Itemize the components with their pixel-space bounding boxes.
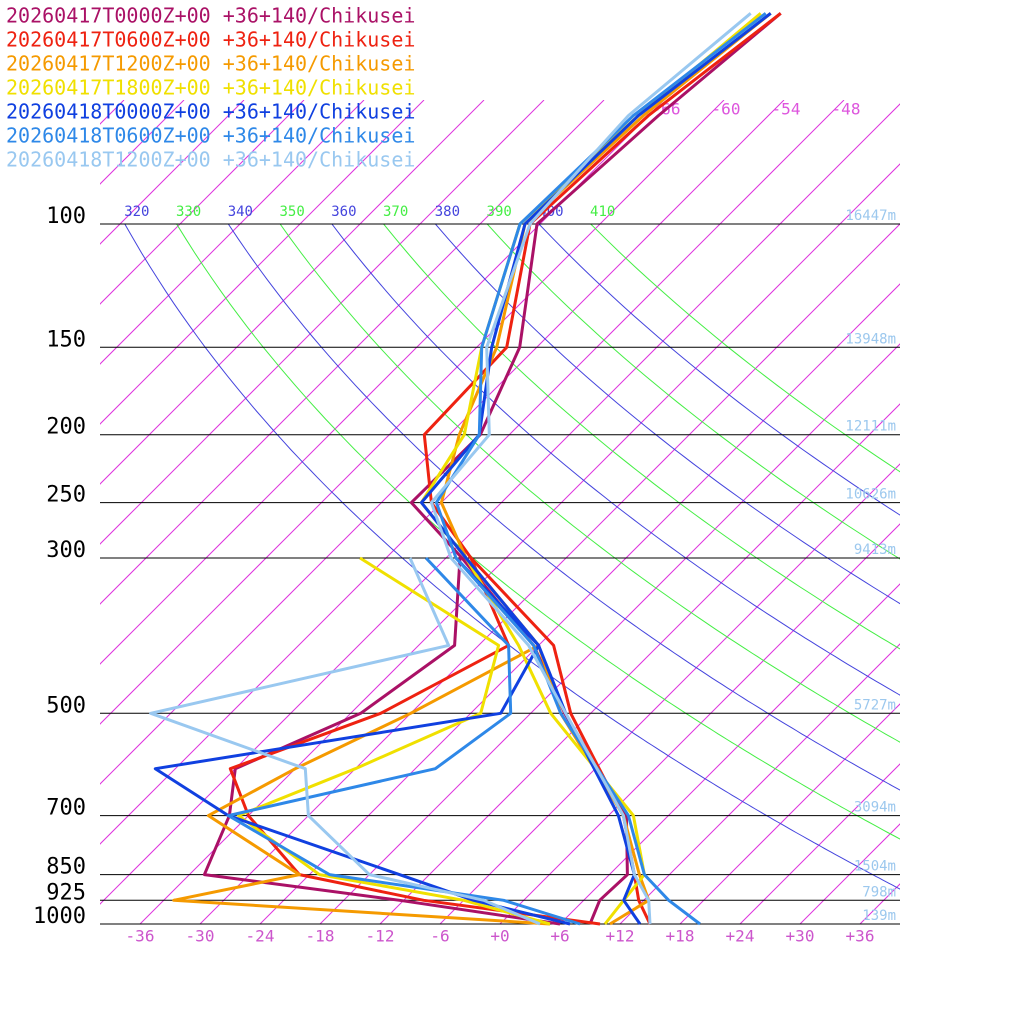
x-tick-label: +0 xyxy=(490,927,509,946)
dewpoint-line xyxy=(236,556,551,926)
height-label: 9413m xyxy=(854,542,896,558)
pressure-label: 500 xyxy=(46,693,86,718)
legend-entry: 20260418T0000Z+00 +36+140/Chikusei xyxy=(6,100,415,124)
isotherm xyxy=(379,403,900,924)
isotherm xyxy=(439,463,900,924)
height-label: 3094m xyxy=(854,800,896,816)
isotherm xyxy=(100,100,545,545)
legend-entry: 20260417T0000Z+00 +36+140/Chikusei xyxy=(6,4,415,28)
dry-adiabat xyxy=(486,224,900,560)
pressure-label: 250 xyxy=(46,483,86,508)
isotherm-label: -60 xyxy=(712,100,741,119)
height-label: 12111m xyxy=(845,419,896,435)
isotherm xyxy=(100,100,725,725)
isotherms xyxy=(100,100,900,924)
x-tick-label: +36 xyxy=(846,927,875,946)
isotherm xyxy=(100,100,425,425)
isotherm xyxy=(100,100,845,845)
x-tick-label: -36 xyxy=(126,927,155,946)
x-tick-label: -24 xyxy=(246,927,275,946)
theta-label: 370 xyxy=(383,204,408,220)
x-tick-label: -30 xyxy=(186,927,215,946)
dewpoint-line xyxy=(202,557,561,926)
pressure-label: 700 xyxy=(46,796,86,821)
dry-adiabat xyxy=(176,224,900,840)
legend: 20260417T0000Z+00 +36+140/Chikusei202604… xyxy=(6,4,415,172)
isotherm xyxy=(259,283,900,924)
temperature-line xyxy=(409,12,782,925)
theta-label: 330 xyxy=(176,204,201,220)
isotherm xyxy=(319,343,900,924)
legend-entry: 20260418T1200Z+00 +36+140/Chikusei xyxy=(6,148,415,172)
dry-adiabat xyxy=(382,224,900,650)
isotherm xyxy=(679,703,900,924)
isotherm xyxy=(100,100,365,365)
x-tick-label: +24 xyxy=(726,927,755,946)
temperature-line xyxy=(434,12,767,926)
dry-adiabat xyxy=(538,224,900,516)
theta-label: 350 xyxy=(279,204,304,220)
isotherm xyxy=(559,583,900,924)
x-tick-label: +18 xyxy=(666,927,695,946)
pressure-label: 100 xyxy=(46,204,86,229)
height-label: 16447m xyxy=(845,208,896,224)
x-tick-label: -6 xyxy=(430,927,449,946)
dry-adiabat xyxy=(279,224,900,743)
theta-label: 390 xyxy=(487,204,512,220)
isotherm xyxy=(499,523,900,924)
theta-label: 320 xyxy=(124,204,149,220)
legend-entry: 20260417T1200Z+00 +36+140/Chikusei xyxy=(6,52,415,76)
height-label: 139m xyxy=(862,908,896,924)
height-label: 10626m xyxy=(845,487,896,503)
dry-adiabat xyxy=(434,224,900,605)
isotherm xyxy=(100,100,245,245)
height-label: 5727m xyxy=(854,697,896,713)
pressure-label: 850 xyxy=(46,855,86,880)
legend-entry: 20260418T0600Z+00 +36+140/Chikusei xyxy=(6,124,415,148)
isotherm xyxy=(199,223,900,924)
dewpoint-line xyxy=(226,556,581,926)
dry-adiabat xyxy=(331,224,900,696)
isotherm xyxy=(100,103,900,905)
temperature-line xyxy=(419,12,762,925)
height-label: 798m xyxy=(862,884,896,900)
height-label: 13948m xyxy=(845,331,896,347)
pressure-label: 925 xyxy=(46,880,86,905)
x-tick-label: -12 xyxy=(366,927,395,946)
dry-adiabat xyxy=(589,224,900,473)
isotherm-label: -48 xyxy=(832,100,861,119)
dewpoint-line xyxy=(172,557,551,926)
pressure-label: 1000 xyxy=(33,904,86,929)
isotherm xyxy=(619,643,900,924)
theta-label: 360 xyxy=(331,204,356,220)
pressure-label: 150 xyxy=(46,327,86,352)
x-tick-label: +6 xyxy=(550,927,569,946)
height-label: 1504m xyxy=(854,859,896,875)
dewpoint-line xyxy=(149,557,541,926)
pressure-label: 200 xyxy=(46,415,86,440)
dewpoint-line xyxy=(228,557,601,926)
isotherm xyxy=(739,763,900,924)
x-tick-label: -18 xyxy=(306,927,335,946)
isotherm xyxy=(139,163,900,924)
theta-label: 410 xyxy=(590,204,615,220)
x-tick-label: +30 xyxy=(786,927,815,946)
legend-entry: 20260417T0600Z+00 +36+140/Chikusei xyxy=(6,28,415,52)
isotherm xyxy=(100,100,785,785)
isotherm xyxy=(100,100,605,605)
isotherm xyxy=(100,100,485,485)
isotherm xyxy=(100,100,305,305)
isotherm-label: -54 xyxy=(772,100,801,119)
pressure-label: 300 xyxy=(46,538,86,563)
profiles xyxy=(149,12,782,926)
dry-adiabat xyxy=(227,224,900,791)
x-tick-label: +12 xyxy=(606,927,635,946)
theta-label: 340 xyxy=(228,204,253,220)
legend-entry: 20260417T1800Z+00 +36+140/Chikusei xyxy=(6,76,415,100)
temperature-line xyxy=(429,12,752,925)
theta-label: 380 xyxy=(435,204,460,220)
dry-adiabat xyxy=(124,224,900,890)
